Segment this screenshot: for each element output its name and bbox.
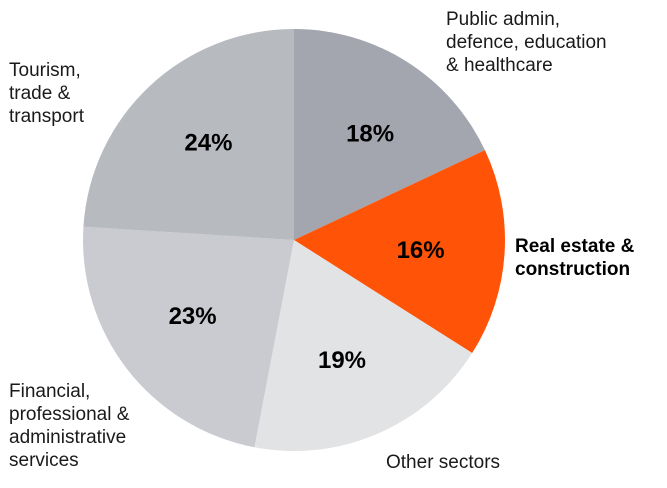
category-label: Public admin, defence, education & healthc…	[446, 9, 607, 76]
slice-value-label: 19%	[318, 347, 366, 374]
category-label-line: construction	[515, 259, 630, 280]
pie-slice	[83, 226, 295, 448]
category-label-line: Other sectors	[386, 452, 500, 473]
category-label-line: professional &	[9, 404, 130, 425]
category-label-line: & healthcare	[446, 55, 553, 76]
category-label-line: Public admin,	[446, 9, 560, 30]
category-label: Other sectors	[386, 452, 500, 473]
category-label-line: transport	[9, 106, 85, 127]
pie-slice	[254, 240, 473, 451]
pie-slice	[294, 150, 505, 354]
category-label-line: Tourism,	[9, 60, 81, 81]
category-label: Real estate & construction	[515, 236, 635, 280]
slice-value-label: 16%	[397, 237, 445, 264]
category-labels: Public admin, defence, education & healthc…	[9, 9, 635, 473]
category-label-line: services	[9, 450, 79, 471]
pie-slice	[294, 28, 485, 240]
slice-value-label: 23%	[169, 303, 217, 330]
category-label: Financial, professional & administrative se…	[9, 381, 130, 471]
category-label-line: Real estate &	[515, 236, 635, 257]
slice-value-label: 24%	[184, 130, 232, 157]
category-label-line: Financial,	[9, 381, 90, 402]
slice-value-label: 18%	[346, 121, 394, 148]
category-label: Tourism, trade & transport	[9, 60, 85, 127]
category-label-line: trade &	[9, 83, 71, 104]
pie-slices	[83, 28, 505, 451]
category-label-line: administrative	[9, 427, 126, 448]
category-label-line: defence, education	[446, 32, 607, 53]
pie-slice	[83, 29, 294, 240]
slice-value-labels: 18% 16% 19% 23% 24%	[169, 121, 445, 375]
